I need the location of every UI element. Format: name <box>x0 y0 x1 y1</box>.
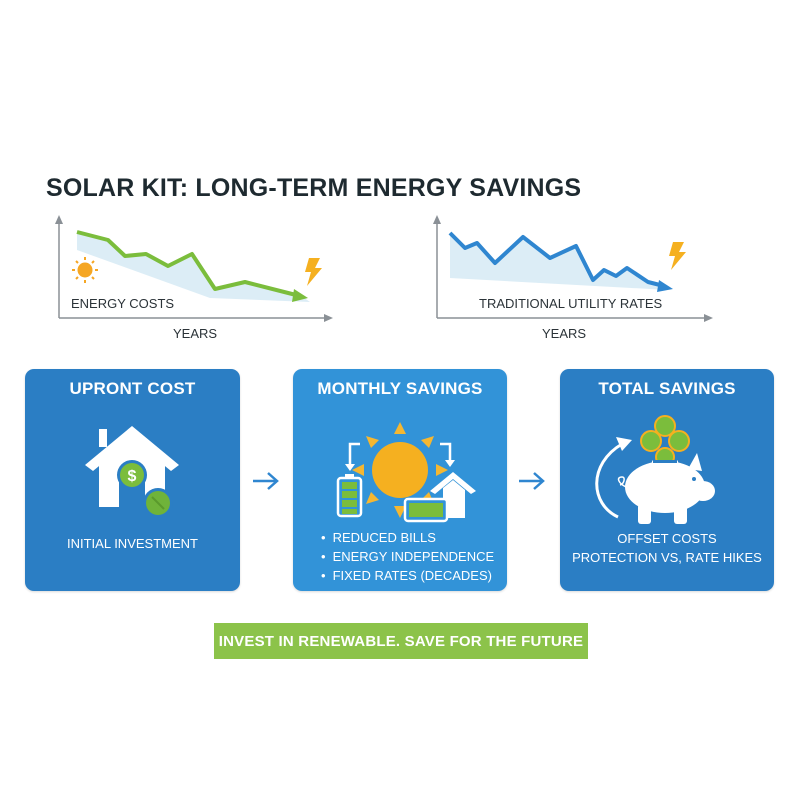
list-item: FIXED RATES (DECADES) <box>321 566 494 585</box>
offset-costs-line: OFFSET COSTS <box>617 531 717 546</box>
sun-battery-house-icon <box>336 422 476 523</box>
cta-banner: INVEST IN RENEWABLE. SAVE FOR THE FUTURE <box>214 623 588 659</box>
battery-vertical-icon <box>336 474 363 518</box>
coins-icon <box>640 415 690 467</box>
lightning-bolt-icon <box>305 258 322 286</box>
benefits-list: REDUCED BILLS ENERGY INDEPENDENCE FIXED … <box>321 528 495 585</box>
rate-protection-line: PROTECTION VS, RATE HIKES <box>572 550 762 565</box>
utility-rates-chart: TRADITIONAL UTILITY RATES YEARS <box>400 0 800 360</box>
battery-horizontal-icon <box>403 497 451 523</box>
energy-costs-label: ENERGY COSTS <box>71 296 175 311</box>
initial-investment-text: INITIAL INVESTMENT <box>67 536 198 551</box>
utility-rates-plot <box>433 215 713 322</box>
line-arrowhead <box>657 280 673 292</box>
x-axis-label: YEARS <box>173 326 218 341</box>
arrow-right-icon <box>519 472 545 490</box>
house-dollar-icon: $ <box>85 426 179 518</box>
card-title: UPRONT COST <box>69 379 196 398</box>
energy-costs-plot <box>55 215 333 322</box>
energy-costs-chart: ENERGY COSTS YEARS <box>0 0 400 360</box>
curved-arrow-icon <box>595 442 623 519</box>
page-title: SOLAR KIT: LONG-TERM ENERGY SAVINGS <box>46 174 582 202</box>
list-item: REDUCED BILLS <box>321 528 494 547</box>
y-axis-arrowhead <box>433 215 441 224</box>
utility-rate-line <box>448 231 665 288</box>
energy-cost-line <box>76 230 301 298</box>
svg-text:$: $ <box>128 468 137 485</box>
line-arrowhead <box>292 289 308 302</box>
y-axis-arrowhead <box>55 215 63 224</box>
sun-icon <box>72 257 98 283</box>
arrow-right-icon <box>253 472 279 490</box>
x-axis-arrowhead <box>704 314 713 322</box>
total-savings-card: TOTAL SAVINGS OFFSET COSTS PROTECTION VS… <box>560 369 774 591</box>
card-title: TOTAL SAVINGS <box>598 379 736 398</box>
list-item: ENERGY INDEPENDENCE <box>321 547 495 566</box>
x-axis-arrowhead <box>324 314 333 322</box>
x-axis-label: YEARS <box>542 326 587 341</box>
piggy-bank-icon <box>595 415 715 524</box>
total-savings-text: OFFSET COSTS PROTECTION VS, RATE HIKES <box>560 529 774 567</box>
utility-rates-label: TRADITIONAL UTILITY RATES <box>479 296 663 311</box>
rates-area-fill <box>450 233 668 290</box>
card-title: MONTHLY SAVINGS <box>317 379 483 398</box>
upfront-cost-card: UPRONT COST $ INITIAL INVESTMENT <box>25 369 240 591</box>
monthly-savings-card: MONTHLY SAVINGS <box>293 369 507 591</box>
lightning-bolt-icon <box>669 242 686 270</box>
